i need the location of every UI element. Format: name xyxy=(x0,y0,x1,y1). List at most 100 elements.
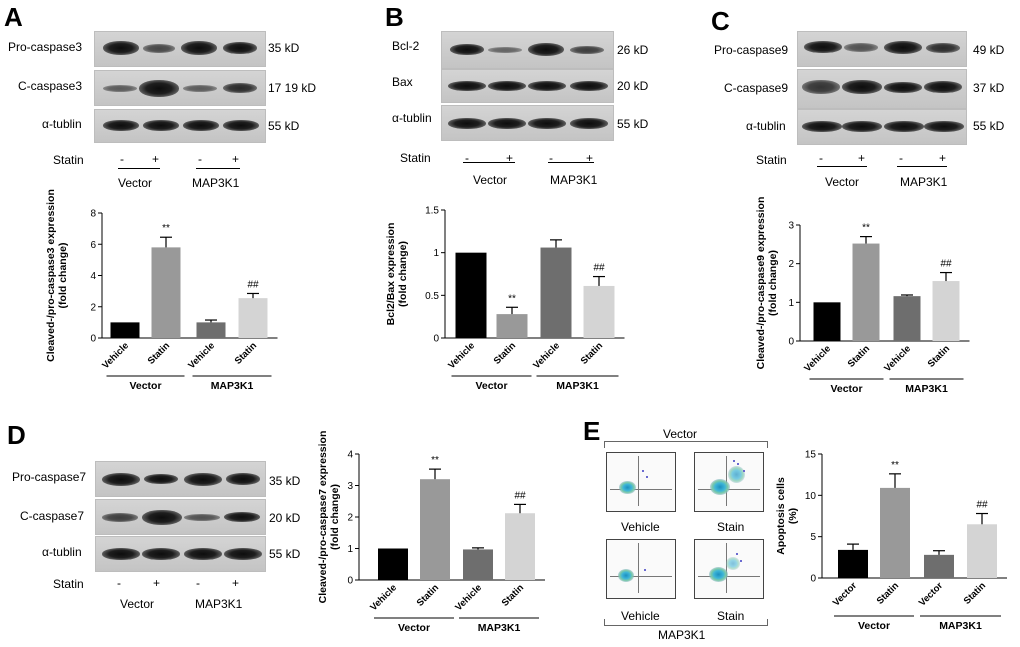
category-label: Vehicle xyxy=(368,582,399,613)
significance-label: ** xyxy=(162,223,170,234)
y-axis-label-line: (fold change) xyxy=(329,484,341,550)
blot-row-label: C-caspase3 xyxy=(18,79,83,93)
flow-label: Vehicle xyxy=(621,609,660,623)
bar xyxy=(852,243,880,341)
flow-plot xyxy=(694,452,764,512)
group-line xyxy=(118,168,160,169)
panel-label-c: C xyxy=(711,6,730,36)
category-label: Vehicle xyxy=(882,343,913,374)
significance-label: ** xyxy=(891,460,899,471)
blot-strip xyxy=(95,499,266,535)
group-line xyxy=(897,166,947,167)
sign-label: + xyxy=(586,151,594,165)
kd-label: 17 19 kD xyxy=(268,81,317,95)
blot-strip xyxy=(797,31,967,67)
blot-row-label: α-tublin xyxy=(42,545,82,559)
group-label: MAP3K1 xyxy=(939,620,982,632)
y-tick-label: 0 xyxy=(347,576,353,587)
group-label: MAP3K1 xyxy=(478,622,521,634)
sign-label: - xyxy=(198,152,202,166)
blot-row-label: C-caspase9 xyxy=(724,81,789,95)
blot-strip xyxy=(441,105,614,141)
blot-strip xyxy=(95,461,266,497)
statin-label: Statin xyxy=(53,577,84,591)
group-label: Vector xyxy=(398,622,430,634)
bar xyxy=(505,513,535,580)
group-label: Vector xyxy=(830,383,862,395)
category-label: Vehicle xyxy=(446,340,477,371)
bar xyxy=(496,314,528,338)
panel-label-e: E xyxy=(583,416,601,446)
category-label: Vehicle xyxy=(100,340,131,371)
sign-label: + xyxy=(232,152,240,166)
flow-label: Stain xyxy=(717,609,745,623)
category-label: Vehicle xyxy=(186,340,217,371)
sign-label: - xyxy=(120,152,124,166)
sign-label: + xyxy=(152,152,160,166)
significance-label: ## xyxy=(976,500,988,511)
panel-label-a: A xyxy=(4,2,23,32)
bar-chart-c: 0 1 2 3 Cleaved-/pro-caspase9 expression(fol… xyxy=(755,197,970,395)
category-label: Statin xyxy=(500,582,527,609)
kd-label: 20 kD xyxy=(269,511,301,525)
y-axis-label-line: Cleaved-/pro-caspase9 expression xyxy=(755,197,767,370)
blot-row-label: Pro-caspase9 xyxy=(714,43,789,57)
statin-label: Statin xyxy=(756,153,787,167)
group-line xyxy=(548,162,594,163)
y-tick-label: 8 xyxy=(90,209,96,220)
y-tick-label: 10 xyxy=(805,491,817,502)
sign-label: - xyxy=(117,576,121,590)
y-axis-label-line: (fold change) xyxy=(767,250,779,316)
y-axis-label-line: (%) xyxy=(787,508,799,524)
flow-bracket-top xyxy=(604,441,768,448)
y-axis-label-line: Apoptosis cells xyxy=(775,477,787,555)
bar-chart-e: 0 5 10 15 Apoptosis cells(%) Vector ** Statin Ve… xyxy=(775,450,1007,632)
kd-label: 55 kD xyxy=(973,119,1005,133)
y-tick-label: 2 xyxy=(347,513,353,524)
bar xyxy=(420,479,450,580)
kd-label: 55 kD xyxy=(617,117,649,131)
flow-plot xyxy=(606,452,676,512)
group-label: MAP3K1 xyxy=(192,176,240,190)
statin-label: Statin xyxy=(400,151,431,165)
significance-label: ** xyxy=(508,293,516,304)
significance-label: ## xyxy=(940,259,952,270)
bar xyxy=(838,549,868,578)
flow-title: MAP3K1 xyxy=(658,628,706,642)
group-label: Vector xyxy=(120,597,155,611)
blot-row-label: Bcl-2 xyxy=(392,39,420,53)
category-label: Statin xyxy=(492,340,519,367)
category-label: Statin xyxy=(962,580,989,607)
flow-title: Vector xyxy=(663,427,698,441)
significance-label: ## xyxy=(593,263,605,274)
y-tick-label: 3 xyxy=(788,221,794,232)
group-label: MAP3K1 xyxy=(550,173,598,187)
blot-row-label: Pro-caspase3 xyxy=(8,40,83,54)
y-axis-label-line: (fold change) xyxy=(397,241,409,307)
y-axis-label: Apoptosis cells(%) xyxy=(775,477,799,555)
group-label: Vector xyxy=(825,175,860,189)
sign-label: + xyxy=(858,151,866,165)
kd-label: 35 kD xyxy=(268,41,300,55)
bar-chart-d: 0 1 2 3 4 Cleaved-/pro-caspase7 expression(fo… xyxy=(317,431,545,634)
statin-label: Statin xyxy=(53,153,84,167)
group-label: MAP3K1 xyxy=(905,383,948,395)
y-tick-label: 4 xyxy=(90,271,96,282)
blot-strip xyxy=(94,70,266,106)
kd-label: 35 kD xyxy=(269,474,301,488)
category-label: Statin xyxy=(233,340,260,367)
bar xyxy=(463,549,493,580)
blot-row-label: α-tublin xyxy=(42,117,82,131)
group-label: MAP3K1 xyxy=(900,175,948,189)
y-tick-label: 1.5 xyxy=(425,206,439,217)
category-label: Vector xyxy=(831,580,860,609)
blot-strip xyxy=(441,69,614,103)
bar xyxy=(813,302,841,341)
category-label: Statin xyxy=(579,340,606,367)
kd-label: 37 kD xyxy=(973,81,1005,95)
bar xyxy=(196,322,226,338)
sign-label: - xyxy=(899,151,903,165)
category-label: Statin xyxy=(846,343,873,370)
y-tick-label: 0 xyxy=(433,334,439,345)
